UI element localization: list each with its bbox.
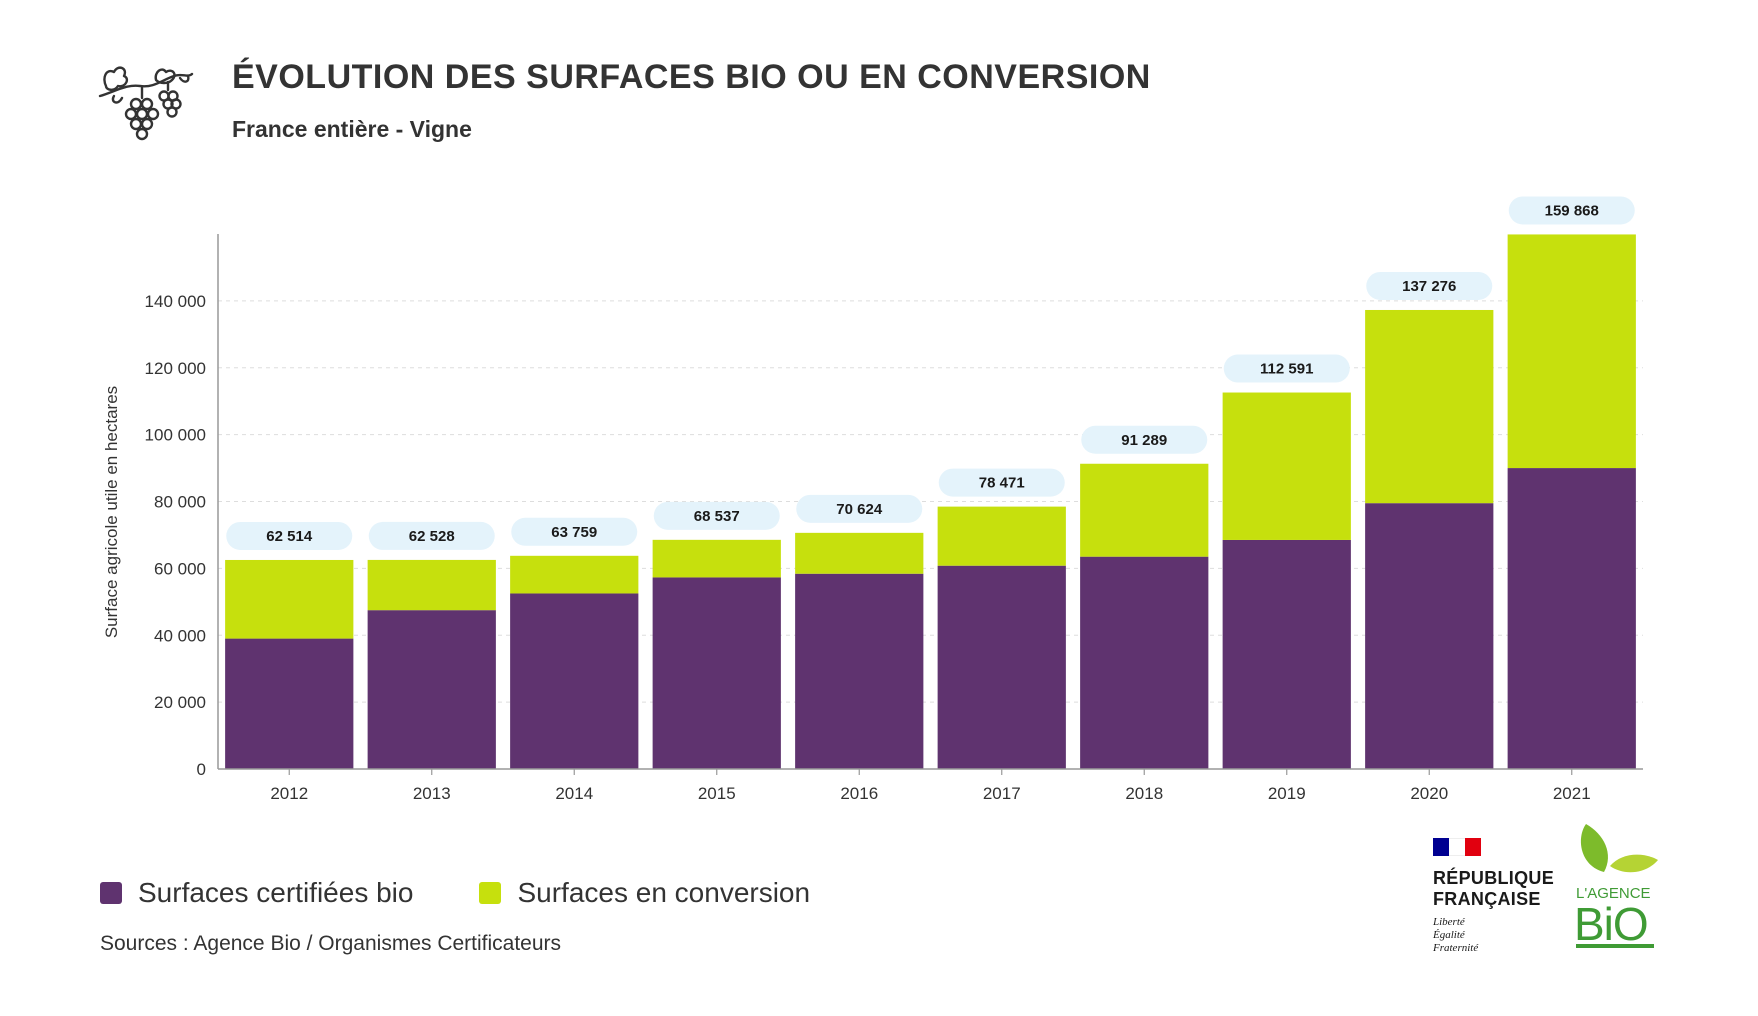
y-tick-label: 60 000 [154,559,206,578]
total-label-text: 137 276 [1402,278,1456,295]
total-label-text: 78 471 [979,475,1025,492]
bar-certified [1365,503,1494,769]
y-tick-label: 20 000 [154,693,206,712]
bar-certified [652,577,781,769]
legend: Surfaces certifiées bio Surfaces en conv… [100,877,876,909]
y-tick-label: 120 000 [145,359,206,378]
total-label-text: 62 514 [266,528,313,545]
republique-francaise-logo: RÉPUBLIQUE FRANÇAISE Liberté Égalité Fra… [1433,838,1563,955]
chart-subtitle: France entière - Vigne [232,116,472,142]
x-tick-label: 2016 [840,784,878,803]
republique-line-2: FRANÇAISE [1433,889,1541,909]
motto-fraternite: Fraternité [1433,942,1479,954]
total-label-text: 112 591 [1260,361,1313,378]
x-tick-label: 2018 [1125,784,1163,803]
bar-certified [1507,468,1636,769]
total-label-text: 70 624 [836,501,883,518]
total-label-pill [1508,196,1635,225]
motto-liberte: Liberté [1433,916,1465,928]
x-tick-label: 2021 [1553,784,1591,803]
axes: 0 20 000 40 000 60 000 80 000 100 000 120 000 1… [145,234,1643,803]
bar-certified [795,573,924,769]
bar-conversion [510,555,639,594]
bars [225,234,1636,769]
grapevine-icon [98,66,194,141]
bar-certified [1080,556,1209,769]
total-label-text: 159 868 [1545,202,1599,219]
sources-note: Sources : Agence Bio / Organismes Certif… [100,932,562,955]
bar-conversion [1365,309,1494,504]
total-label-text: 62 528 [409,528,455,545]
svg-text:L'AGENCE: L'AGENCE [1576,885,1651,902]
total-label-pill [368,521,495,550]
x-tick-label: 2015 [698,784,736,803]
y-tick-label: 80 000 [154,493,206,512]
total-label-pill [226,521,353,550]
total-label-text: 63 759 [551,524,597,541]
republique-line-1: RÉPUBLIQUE [1433,868,1555,888]
bar-certified [1222,539,1351,769]
svg-text:BiO: BiO [1574,898,1648,950]
x-tick-label: 2012 [270,784,308,803]
total-labels: 62 514 62 528 63 759 68 537 70 624 78 471 91 2… [226,196,1635,550]
total-label-pill [1223,354,1350,383]
legend-item-certified: Surfaces certifiées bio [100,877,413,909]
bar-certified [510,593,639,769]
legend-label-certified: Surfaces certifiées bio [138,877,414,908]
bar-conversion [367,559,496,611]
french-flag-icon [1433,838,1481,856]
agence-bio-logo: L'AGENCE BiO [1574,824,1658,950]
x-tick-label: 2017 [983,784,1021,803]
bar-conversion [652,539,781,578]
bar-conversion [225,559,354,639]
chart-title: ÉVOLUTION DES SURFACES BIO OU EN CONVERS… [232,58,1151,96]
legend-swatch-certified [100,882,122,904]
total-label-text: 91 289 [1121,432,1167,449]
legend-label-conversion: Surfaces en conversion [517,877,811,908]
total-label-text: 68 537 [694,508,740,525]
x-tick-label: 2014 [555,784,593,803]
total-label-pill [653,501,780,530]
total-label-pill [511,517,638,546]
total-label-pill [1366,271,1493,300]
total-label-pill [1081,425,1208,454]
y-tick-label: 40 000 [154,626,206,645]
bar-certified [937,565,1066,769]
bar-certified [225,638,354,769]
y-axis-label: Surface agricole utile en hectares [102,386,121,638]
bar-conversion [1507,234,1636,469]
bar-conversion [795,532,924,574]
motto-egalite: Égalité [1433,929,1465,941]
bar-conversion [1080,463,1209,557]
bar-certified [367,610,496,769]
legend-swatch-conversion [479,882,502,904]
x-tick-label: 2013 [413,784,451,803]
bar-conversion [937,506,1066,566]
y-tick-label: 0 [197,760,206,779]
total-label-pill [796,494,923,523]
bar-conversion [1222,392,1351,540]
y-tick-label: 140 000 [145,292,206,311]
total-label-pill [938,468,1065,497]
y-tick-label: 100 000 [145,426,206,445]
x-tick-label: 2020 [1410,784,1448,803]
legend-item-conversion: Surfaces en conversion [479,877,810,909]
x-tick-label: 2019 [1268,784,1306,803]
